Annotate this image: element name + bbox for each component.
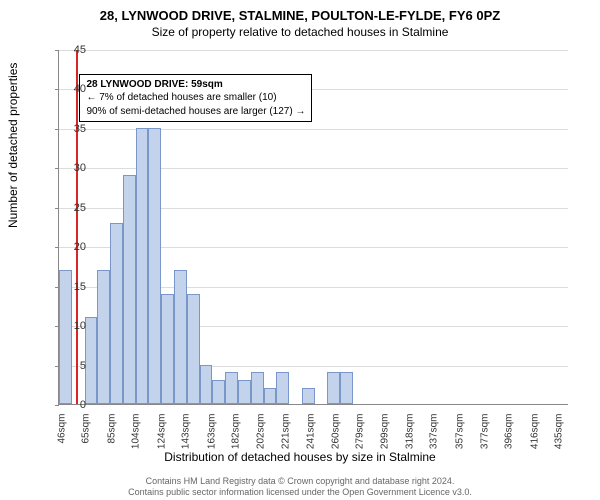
page-title-sub: Size of property relative to detached ho… bbox=[0, 23, 600, 43]
x-axis-label: Distribution of detached houses by size … bbox=[0, 450, 600, 464]
histogram-bar bbox=[148, 128, 161, 404]
reference-line bbox=[76, 50, 78, 404]
histogram-bar bbox=[187, 294, 200, 404]
plot-area: 28 LYNWOOD DRIVE: 59sqm← 7% of detached … bbox=[58, 50, 568, 405]
info-box-line3: 90% of semi-detached houses are larger (… bbox=[86, 105, 305, 119]
gridline-h bbox=[59, 50, 568, 51]
footer-line2: Contains public sector information licen… bbox=[0, 487, 600, 498]
histogram-bar bbox=[212, 380, 225, 404]
ytick-label: 25 bbox=[58, 202, 86, 214]
ytick-label: 30 bbox=[58, 162, 86, 174]
ytick-label: 35 bbox=[58, 123, 86, 135]
ytick-label: 10 bbox=[58, 320, 86, 332]
ytick-label: 40 bbox=[58, 83, 86, 95]
ytick-label: 0 bbox=[58, 399, 86, 411]
y-axis-label: Number of detached properties bbox=[6, 63, 20, 228]
ytick-label: 15 bbox=[58, 281, 86, 293]
histogram-bar bbox=[161, 294, 174, 404]
ytick-label: 45 bbox=[58, 44, 86, 56]
histogram-bar bbox=[327, 372, 340, 404]
histogram-bar bbox=[136, 128, 149, 404]
page-title-main: 28, LYNWOOD DRIVE, STALMINE, POULTON-LE-… bbox=[0, 0, 600, 23]
histogram-bar bbox=[97, 270, 110, 404]
ytick-label: 20 bbox=[58, 241, 86, 253]
histogram-bar bbox=[174, 270, 187, 404]
info-box-line1: 28 LYNWOOD DRIVE: 59sqm bbox=[86, 78, 305, 92]
info-box-line2: ← 7% of detached houses are smaller (10) bbox=[86, 91, 305, 105]
footer-attribution: Contains HM Land Registry data © Crown c… bbox=[0, 476, 600, 498]
ytick-label: 5 bbox=[58, 360, 86, 372]
histogram-bar bbox=[251, 372, 264, 404]
histogram-bar bbox=[302, 388, 315, 404]
footer-line1: Contains HM Land Registry data © Crown c… bbox=[0, 476, 600, 487]
histogram-bar bbox=[200, 365, 213, 404]
histogram-bar bbox=[340, 372, 353, 404]
histogram-bar bbox=[225, 372, 238, 404]
histogram-bar bbox=[276, 372, 289, 404]
histogram-bar bbox=[264, 388, 277, 404]
histogram-bar bbox=[85, 317, 98, 404]
histogram-bar bbox=[123, 175, 136, 404]
chart-area: 28 LYNWOOD DRIVE: 59sqm← 7% of detached … bbox=[58, 50, 568, 405]
histogram-bar bbox=[238, 380, 251, 404]
histogram-bar bbox=[110, 223, 123, 404]
info-box: 28 LYNWOOD DRIVE: 59sqm← 7% of detached … bbox=[79, 74, 312, 123]
